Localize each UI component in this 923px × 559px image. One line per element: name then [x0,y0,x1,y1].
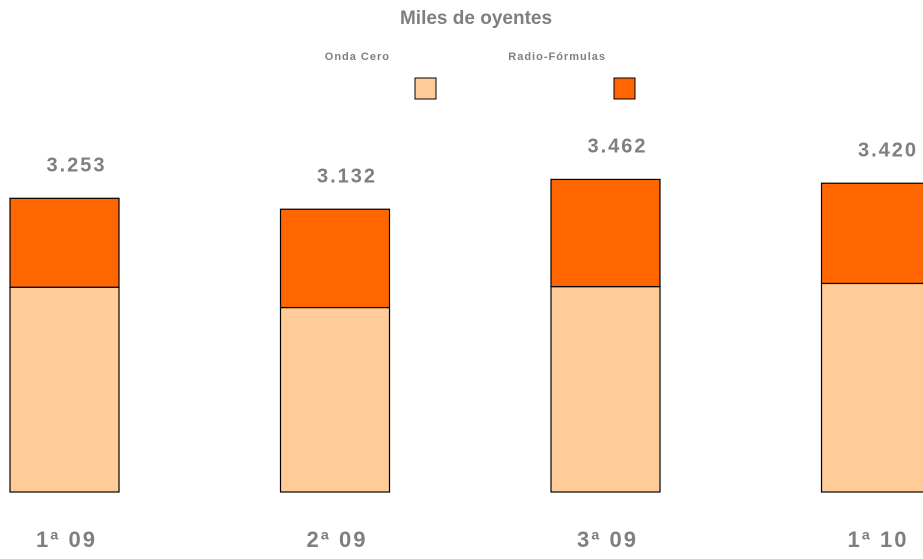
bar-segment [279,306,391,493]
total-label: 3.420 [858,140,918,162]
total-label: 3.253 [46,155,106,177]
x-tick-label: 1ª 10 [848,527,909,552]
legend-label: Onda Cero [325,51,390,63]
legend-label: Radio-Fórmulas [508,51,606,63]
bar-segment [550,286,661,493]
legend-swatch [414,77,437,100]
x-tick-label: 1ª 09 [36,527,97,552]
bar-segment [820,182,923,285]
bar-segment [9,197,120,288]
bar-segment [550,178,661,288]
bar-segment [9,286,120,493]
bar-segment [820,282,923,493]
bar-segment [279,208,391,309]
total-label: 3.462 [587,136,647,158]
chart-title: Miles de oyentes [400,8,552,29]
x-tick-label: 3ª 09 [577,527,638,552]
legend-swatch [613,77,636,100]
x-tick-label: 2ª 09 [307,527,368,552]
total-label: 3.132 [317,166,377,188]
